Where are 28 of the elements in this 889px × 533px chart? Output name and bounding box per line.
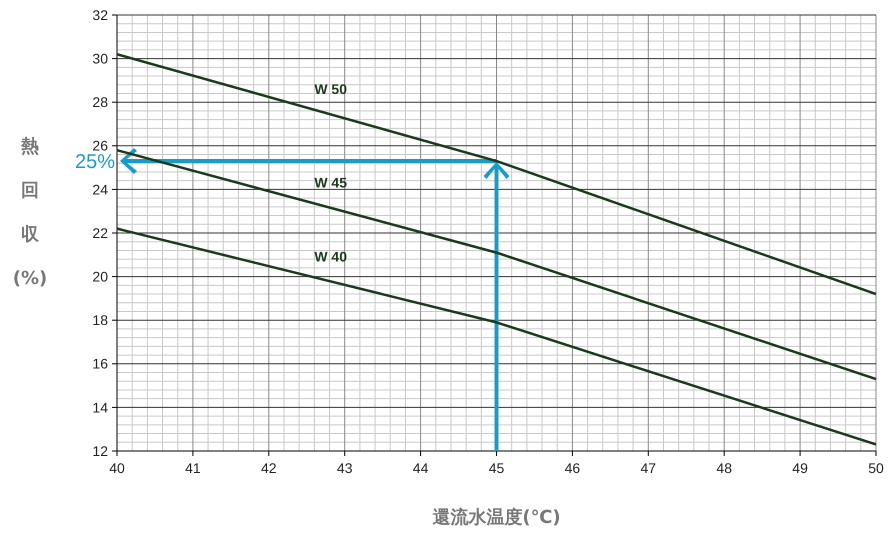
x-tick-label: 40 xyxy=(109,460,125,476)
y-tick-label: 32 xyxy=(92,6,108,23)
y-tick-label: 12 xyxy=(92,442,108,459)
text: 熱回収(%) xyxy=(12,136,48,289)
x-tick-label: 41 xyxy=(185,460,201,476)
x-tick-label: 47 xyxy=(640,460,656,476)
y-tick-label: 30 xyxy=(92,50,108,66)
y-tick-label: 24 xyxy=(92,181,108,198)
x-tick-label: 50 xyxy=(868,460,884,476)
y-tick-label: 28 xyxy=(92,94,108,110)
x-tick-label: 49 xyxy=(792,460,808,476)
y-tick-label: 22 xyxy=(92,224,108,241)
x-tick-label: 48 xyxy=(716,460,732,476)
y-tick-label: 18 xyxy=(92,312,108,328)
series-label: W 45 xyxy=(314,174,348,190)
x-tick-label: 46 xyxy=(564,460,580,476)
x-tick-label: 45 xyxy=(488,460,504,476)
x-tick-label: 44 xyxy=(412,460,429,476)
y-tick-label: 16 xyxy=(92,356,108,372)
x-axis-title: 還流水温度(℃) xyxy=(432,507,561,528)
series-label: W 50 xyxy=(314,80,348,97)
y-tick-label: 20 xyxy=(92,268,108,284)
x-tick-label: 43 xyxy=(336,460,353,476)
text: 25% xyxy=(74,151,116,174)
series-label: W 40 xyxy=(314,248,348,264)
y-tick-label: 14 xyxy=(92,399,108,416)
x-tick-label: 42 xyxy=(261,460,277,476)
y-tick-label: 26 xyxy=(92,138,108,154)
